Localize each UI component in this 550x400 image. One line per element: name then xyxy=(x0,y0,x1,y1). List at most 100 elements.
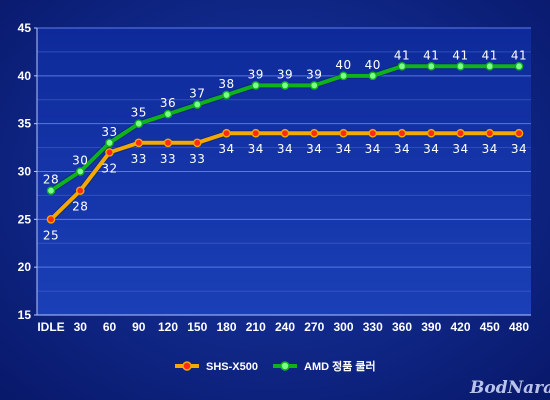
y-tick-label: 40 xyxy=(18,69,32,83)
series-1-data-label: 35 xyxy=(131,106,147,120)
legend-label-amd: AMD 정품 쿨러 xyxy=(304,359,376,373)
x-tick-label: 210 xyxy=(246,320,266,334)
series-1-point xyxy=(134,119,144,128)
series-0-point xyxy=(426,128,436,138)
x-axis-ticks: IDLE 30 60 90 120 150 180 210 240 270 300 330 360 390… xyxy=(37,320,529,334)
series-0-data-label: 34 xyxy=(452,142,468,156)
x-tick-label: 450 xyxy=(480,320,500,334)
series-1-point xyxy=(514,61,524,71)
x-tick-label: 120 xyxy=(158,320,178,334)
series-0-data-label: 25 xyxy=(43,228,59,242)
series-0-point xyxy=(163,138,173,148)
series-1-data-label: 30 xyxy=(72,154,88,168)
series-1-point xyxy=(456,61,465,71)
series-0-data-label: 34 xyxy=(218,142,234,156)
series-0-data-label: 34 xyxy=(511,142,527,156)
series-0-data-label: 33 xyxy=(131,152,147,166)
series-1-data-label: 41 xyxy=(482,48,498,62)
legend-marker-shs xyxy=(182,361,192,371)
series-0-point xyxy=(75,186,85,195)
series-0-point xyxy=(105,148,114,157)
series-0-point xyxy=(397,128,407,138)
series-0-data-label: 32 xyxy=(101,161,117,175)
series-1-data-label: 39 xyxy=(277,67,293,81)
x-tick-label: 330 xyxy=(363,320,383,334)
series-0-point xyxy=(134,138,144,148)
series-1-data-label: 41 xyxy=(423,48,439,62)
x-tick-label: 360 xyxy=(392,320,412,334)
series-1-data-label: 39 xyxy=(306,67,322,81)
series-0-point xyxy=(222,128,231,138)
grid xyxy=(37,27,531,292)
series-1-data-label: 40 xyxy=(365,58,381,72)
x-tick-label: 480 xyxy=(509,320,529,334)
series-1-data-label: 28 xyxy=(43,173,59,187)
x-tick-label: 420 xyxy=(450,320,470,334)
series-1-point xyxy=(105,138,114,148)
x-tick-label: 300 xyxy=(333,320,353,334)
series-1-data-label: 36 xyxy=(160,96,176,110)
legend-marker-amd xyxy=(280,361,290,371)
series-1-data-label: 41 xyxy=(511,48,527,62)
x-tick-label: IDLE xyxy=(37,320,64,334)
x-tick-label: 60 xyxy=(103,320,117,334)
series-0-data-label: 34 xyxy=(277,142,293,156)
series-1-data-label: 38 xyxy=(218,77,234,91)
series-1-point xyxy=(426,61,436,71)
y-tick-label: 15 xyxy=(18,308,32,322)
y-tick-label: 20 xyxy=(18,260,32,274)
y-tick-label: 30 xyxy=(18,165,32,179)
series-0-data-label: 34 xyxy=(248,142,264,156)
legend-label-shs: SHS-X500 xyxy=(206,361,258,373)
series-0-point xyxy=(192,138,202,148)
series-1-point xyxy=(397,61,407,71)
x-tick-label: 180 xyxy=(216,320,236,334)
legend: SHS-X500 AMD 정품 쿨러 xyxy=(175,359,376,373)
x-tick-label: 90 xyxy=(132,320,146,334)
series-1-point xyxy=(163,109,173,119)
series-0-point xyxy=(456,128,465,138)
series-1-point xyxy=(339,71,348,81)
series-0-data-label: 34 xyxy=(306,142,322,156)
series-1-data-label: 37 xyxy=(189,87,205,101)
series-0-data-label: 34 xyxy=(394,142,410,156)
y-tick-label: 25 xyxy=(18,212,32,226)
series-1-point xyxy=(222,90,231,100)
series-1-data-label: 41 xyxy=(394,48,410,62)
y-tick-label: 35 xyxy=(18,117,32,131)
x-tick-label: 270 xyxy=(304,320,324,334)
series-0-data-label: 34 xyxy=(365,142,381,156)
series-1-point xyxy=(192,100,202,109)
series-0-point xyxy=(485,128,495,138)
series-1-point xyxy=(309,81,319,90)
series-0-point xyxy=(339,128,348,138)
x-tick-label: 390 xyxy=(421,320,441,334)
series-1-point xyxy=(75,167,85,176)
series-0-point xyxy=(309,128,319,138)
series-1-point xyxy=(485,61,495,71)
series-1-data-label: 41 xyxy=(452,48,468,62)
series-0-data-label: 34 xyxy=(482,142,498,156)
series-0-point xyxy=(280,128,290,138)
x-tick-label: 30 xyxy=(74,320,88,334)
series-1-data-label: 40 xyxy=(335,58,351,72)
series-1-point xyxy=(251,81,261,90)
series-0-data-label: 28 xyxy=(72,200,88,214)
series-0-data-label: 33 xyxy=(160,152,176,166)
series-1-point xyxy=(368,71,378,81)
series-1-point xyxy=(46,186,56,195)
series-lines xyxy=(46,61,524,224)
series-0-point xyxy=(514,128,524,138)
series-1-point xyxy=(280,81,290,90)
series-0-data-label: 33 xyxy=(189,152,205,166)
series-0-point xyxy=(46,215,56,224)
watermark-logo: BodNara xyxy=(469,378,550,398)
series-1-data-label: 39 xyxy=(248,67,264,81)
y-axis-ticks: 15 20 25 30 35 40 45 xyxy=(18,21,37,322)
series-1-data-label: 33 xyxy=(101,125,117,139)
x-tick-label: 240 xyxy=(275,320,295,334)
series-0-point xyxy=(251,128,261,138)
series-0-data-label: 34 xyxy=(423,142,439,156)
